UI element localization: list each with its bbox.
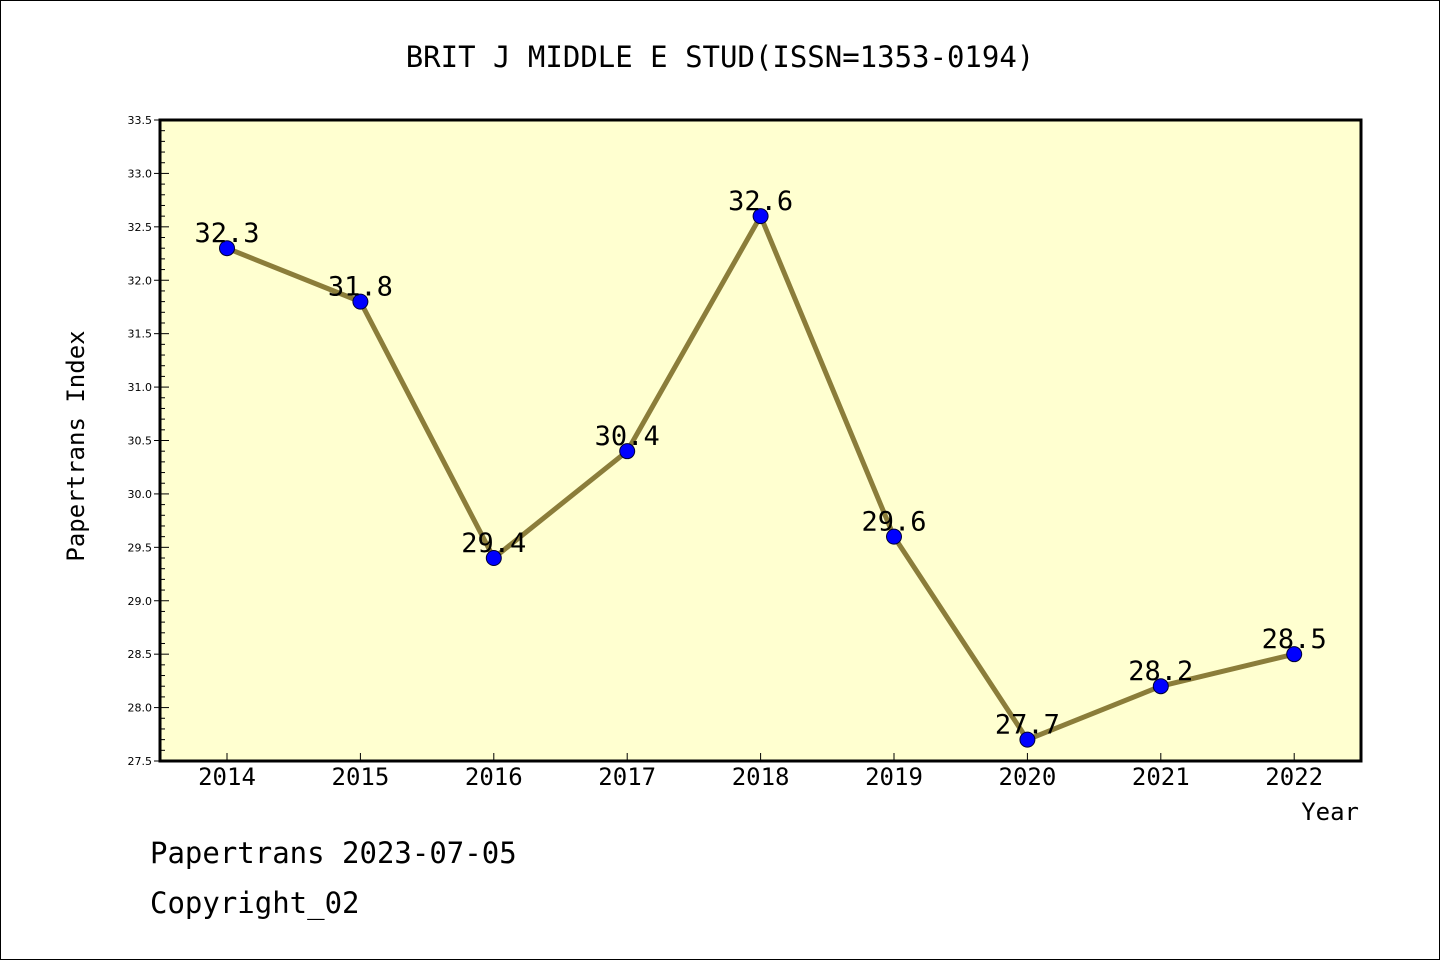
footer-date-text: Papertrans 2023-07-05 [150,836,517,870]
y-tick-label: 29.5 [128,541,153,554]
data-label: 30.4 [595,421,660,452]
y-tick-label: 32.5 [128,221,153,234]
chart-title: BRIT J MIDDLE E STUD(ISSN=1353-0194) [406,40,1035,74]
x-tick-label: 2021 [1132,763,1190,791]
y-tick-label: 28.0 [128,702,153,715]
footer-copyright-text: Copyright_02 [150,886,360,920]
plot-area [160,120,1361,761]
data-point [219,240,235,257]
y-axis-label: Papertrans Index [62,330,90,561]
y-tick-label: 29.0 [128,595,153,608]
data-point [1019,731,1036,748]
y-tick-label: 31.0 [128,381,153,394]
y-tick-label: 28.5 [128,648,153,661]
y-tick-label: 31.5 [128,328,153,341]
data-label: 31.8 [328,272,393,303]
data-points [219,208,1303,748]
data-point [886,528,902,545]
data-label: 28.5 [1262,624,1327,655]
plot-border [158,118,1363,763]
data-label: 29.4 [461,528,526,559]
x-tick-label: 2022 [1265,763,1323,791]
x-axis-label: Year [1301,798,1359,826]
y-tick-label: 27.5 [128,755,153,768]
x-tick-label: 2019 [865,763,923,791]
data-labels: 32.3 31.8 29.4 30.4 32.6 29.6 27.7 28.2 28.5 [194,186,1326,740]
data-point [485,550,502,567]
y-tick-label: 30.5 [128,435,153,448]
data-point [352,293,369,310]
x-tick-label: 2015 [332,763,390,791]
x-tick-label: 2016 [465,763,523,791]
data-point [1286,646,1303,663]
data-point [1152,678,1169,695]
y-tick-label: 32.0 [128,274,153,287]
data-label: 28.2 [1128,656,1193,687]
data-label: 27.7 [995,710,1060,741]
data-label: 32.3 [194,218,259,249]
data-point [619,443,636,460]
data-label: 29.6 [861,507,926,538]
x-tick-label: 2018 [732,763,790,791]
x-tick-label: 2014 [198,763,256,791]
x-tick-label: 2020 [999,763,1057,791]
y-tick-label: 33.0 [128,167,153,180]
data-point [752,208,769,225]
y-tick-label: 33.5 [128,114,153,127]
data-label: 32.6 [728,186,793,217]
x-axis-ticks: 2014 2015 2016 2017 2018 2019 2020 2021 2022 [198,753,1323,791]
y-tick-label: 30.0 [128,488,153,501]
x-tick-label: 2017 [598,763,656,791]
